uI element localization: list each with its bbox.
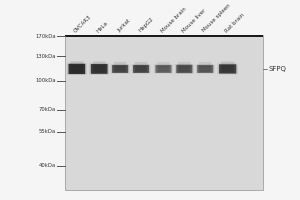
FancyBboxPatch shape bbox=[176, 65, 192, 73]
Text: 100kDa: 100kDa bbox=[35, 78, 56, 83]
FancyBboxPatch shape bbox=[67, 63, 87, 75]
FancyBboxPatch shape bbox=[112, 65, 128, 73]
FancyBboxPatch shape bbox=[196, 64, 215, 74]
Bar bbox=[65, 35, 263, 190]
Text: 55kDa: 55kDa bbox=[39, 129, 56, 134]
FancyBboxPatch shape bbox=[199, 66, 211, 72]
Text: OVCAR3: OVCAR3 bbox=[73, 14, 93, 33]
Text: Mouse liver: Mouse liver bbox=[181, 8, 206, 33]
FancyBboxPatch shape bbox=[68, 64, 85, 74]
FancyBboxPatch shape bbox=[221, 62, 234, 67]
FancyBboxPatch shape bbox=[218, 63, 238, 74]
FancyBboxPatch shape bbox=[154, 64, 173, 74]
FancyBboxPatch shape bbox=[71, 65, 83, 73]
Text: Mouse spleen: Mouse spleen bbox=[202, 3, 232, 33]
FancyBboxPatch shape bbox=[219, 64, 236, 74]
Text: Mouse brain: Mouse brain bbox=[160, 6, 187, 33]
FancyBboxPatch shape bbox=[178, 66, 190, 72]
Text: SFPQ: SFPQ bbox=[268, 66, 286, 72]
Text: 170kDa: 170kDa bbox=[35, 34, 56, 39]
FancyBboxPatch shape bbox=[114, 62, 127, 67]
FancyBboxPatch shape bbox=[70, 61, 83, 67]
FancyBboxPatch shape bbox=[135, 62, 147, 67]
FancyBboxPatch shape bbox=[133, 65, 149, 73]
FancyBboxPatch shape bbox=[114, 66, 126, 72]
Text: HeLa: HeLa bbox=[96, 20, 109, 33]
FancyBboxPatch shape bbox=[221, 66, 234, 72]
Text: 70kDa: 70kDa bbox=[39, 107, 56, 112]
FancyBboxPatch shape bbox=[89, 63, 109, 75]
FancyBboxPatch shape bbox=[197, 65, 213, 73]
Text: Jurkat: Jurkat bbox=[117, 18, 131, 33]
Text: Rat brain: Rat brain bbox=[224, 12, 245, 33]
Text: HepG2: HepG2 bbox=[137, 17, 154, 33]
FancyBboxPatch shape bbox=[131, 64, 151, 74]
FancyBboxPatch shape bbox=[135, 66, 147, 72]
FancyBboxPatch shape bbox=[199, 62, 211, 67]
FancyBboxPatch shape bbox=[155, 65, 172, 73]
Bar bbox=[65, 35, 263, 37]
FancyBboxPatch shape bbox=[157, 62, 170, 67]
FancyBboxPatch shape bbox=[93, 65, 105, 73]
Text: 130kDa: 130kDa bbox=[36, 54, 56, 59]
FancyBboxPatch shape bbox=[91, 64, 108, 74]
FancyBboxPatch shape bbox=[111, 64, 130, 74]
FancyBboxPatch shape bbox=[93, 61, 106, 67]
FancyBboxPatch shape bbox=[158, 66, 169, 72]
FancyBboxPatch shape bbox=[175, 64, 194, 74]
FancyBboxPatch shape bbox=[178, 62, 191, 67]
Text: 40kDa: 40kDa bbox=[39, 163, 56, 168]
